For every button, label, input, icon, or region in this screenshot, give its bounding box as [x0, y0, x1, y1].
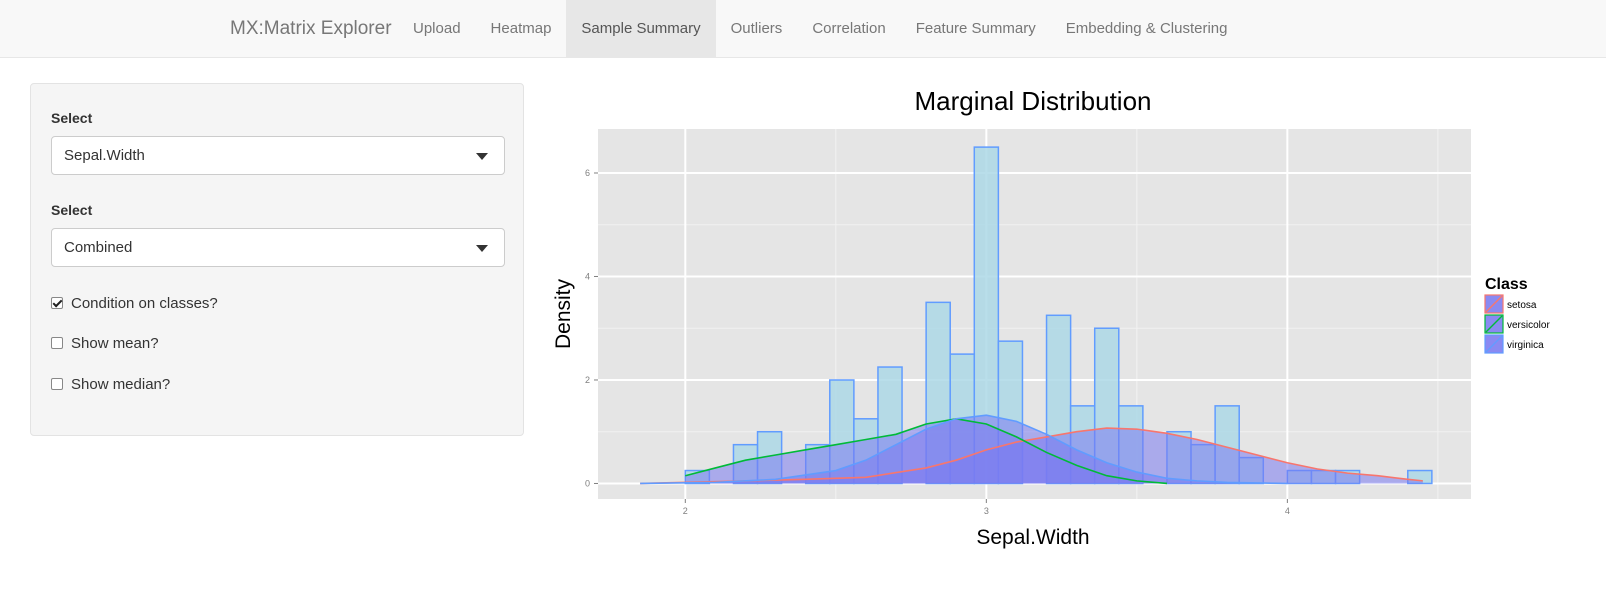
navbar: MX:Matrix Explorer Upload Heatmap Sample…	[0, 0, 1606, 58]
show-median-checkbox[interactable]	[51, 378, 63, 390]
show-mean-label: Show mean?	[71, 334, 159, 352]
density-curves	[640, 414, 1423, 485]
variable-select[interactable]: Sepal.Width	[51, 136, 505, 175]
tab-upload[interactable]: Upload	[413, 20, 461, 37]
legend-label-versicolor: versicolor	[1507, 320, 1550, 331]
y-tick-label: 6	[585, 168, 590, 178]
density-line-setosa	[640, 427, 1423, 485]
y-tick-label: 2	[585, 375, 590, 385]
tab-outliers[interactable]: Outliers	[730, 20, 783, 37]
show-median-label: Show median?	[71, 375, 171, 393]
y-tick-label: 4	[585, 271, 590, 281]
x-tick-label: 2	[683, 506, 688, 516]
legend-title: Class	[1485, 276, 1528, 293]
chevron-down-icon	[476, 245, 488, 252]
show-median-checkbox-row[interactable]: Show median?	[51, 374, 170, 394]
select-variable-label: Select	[51, 110, 93, 126]
show-mean-checkbox-row[interactable]: Show mean?	[51, 333, 159, 353]
tab-embedding-clustering[interactable]: Embedding & Clustering	[1065, 20, 1228, 37]
mode-select[interactable]: Combined	[51, 228, 505, 267]
condition-on-classes-checkbox-row[interactable]: Condition on classes?	[51, 293, 218, 313]
sidebar-panel: Select Sepal.Width Select Combined Condi…	[30, 83, 524, 436]
legend-key-line-setosa	[1485, 295, 1503, 313]
legend-label-setosa: setosa	[1507, 300, 1537, 311]
chart-title: Marginal Distribution	[915, 86, 1152, 116]
legend: Class setosa versicolor virginica	[1484, 276, 1550, 354]
tab-correlation[interactable]: Correlation	[812, 20, 886, 37]
mode-select-value: Combined	[64, 239, 133, 256]
condition-on-classes-label: Condition on classes?	[71, 294, 218, 312]
tab-heatmap[interactable]: Heatmap	[490, 20, 552, 37]
nav-tabs: Upload Heatmap Sample Summary Outliers C…	[398, 0, 1243, 58]
legend-label-virginica: virginica	[1507, 340, 1544, 351]
density-line-virginica	[640, 414, 1288, 485]
legend-key-line-versicolor	[1485, 315, 1503, 333]
show-mean-checkbox[interactable]	[51, 337, 63, 349]
axis-ticks: 0 2 4 6 2 3 4	[585, 168, 1290, 516]
tab-sample-summary[interactable]: Sample Summary	[566, 0, 716, 58]
x-tick-label: 3	[984, 506, 989, 516]
y-tick-label: 0	[585, 478, 590, 488]
select-mode-label: Select	[51, 202, 93, 218]
marginal-distribution-chart: Marginal Distribution 0 2 4 6 2 3 4 Sepal.Widt…	[552, 86, 1550, 549]
variable-select-value: Sepal.Width	[64, 147, 145, 164]
app-brand[interactable]: MX:Matrix Explorer	[230, 18, 392, 39]
y-axis-label: Density	[552, 278, 575, 349]
legend-key-line-virginica	[1485, 335, 1503, 353]
condition-on-classes-checkbox[interactable]	[51, 297, 63, 309]
tab-feature-summary[interactable]: Feature Summary	[915, 20, 1036, 37]
density-line-versicolor	[685, 417, 1168, 485]
x-tick-label: 4	[1285, 506, 1290, 516]
chevron-down-icon	[476, 153, 488, 160]
density-area-versicolor	[685, 418, 1167, 484]
x-axis-label: Sepal.Width	[976, 526, 1089, 549]
